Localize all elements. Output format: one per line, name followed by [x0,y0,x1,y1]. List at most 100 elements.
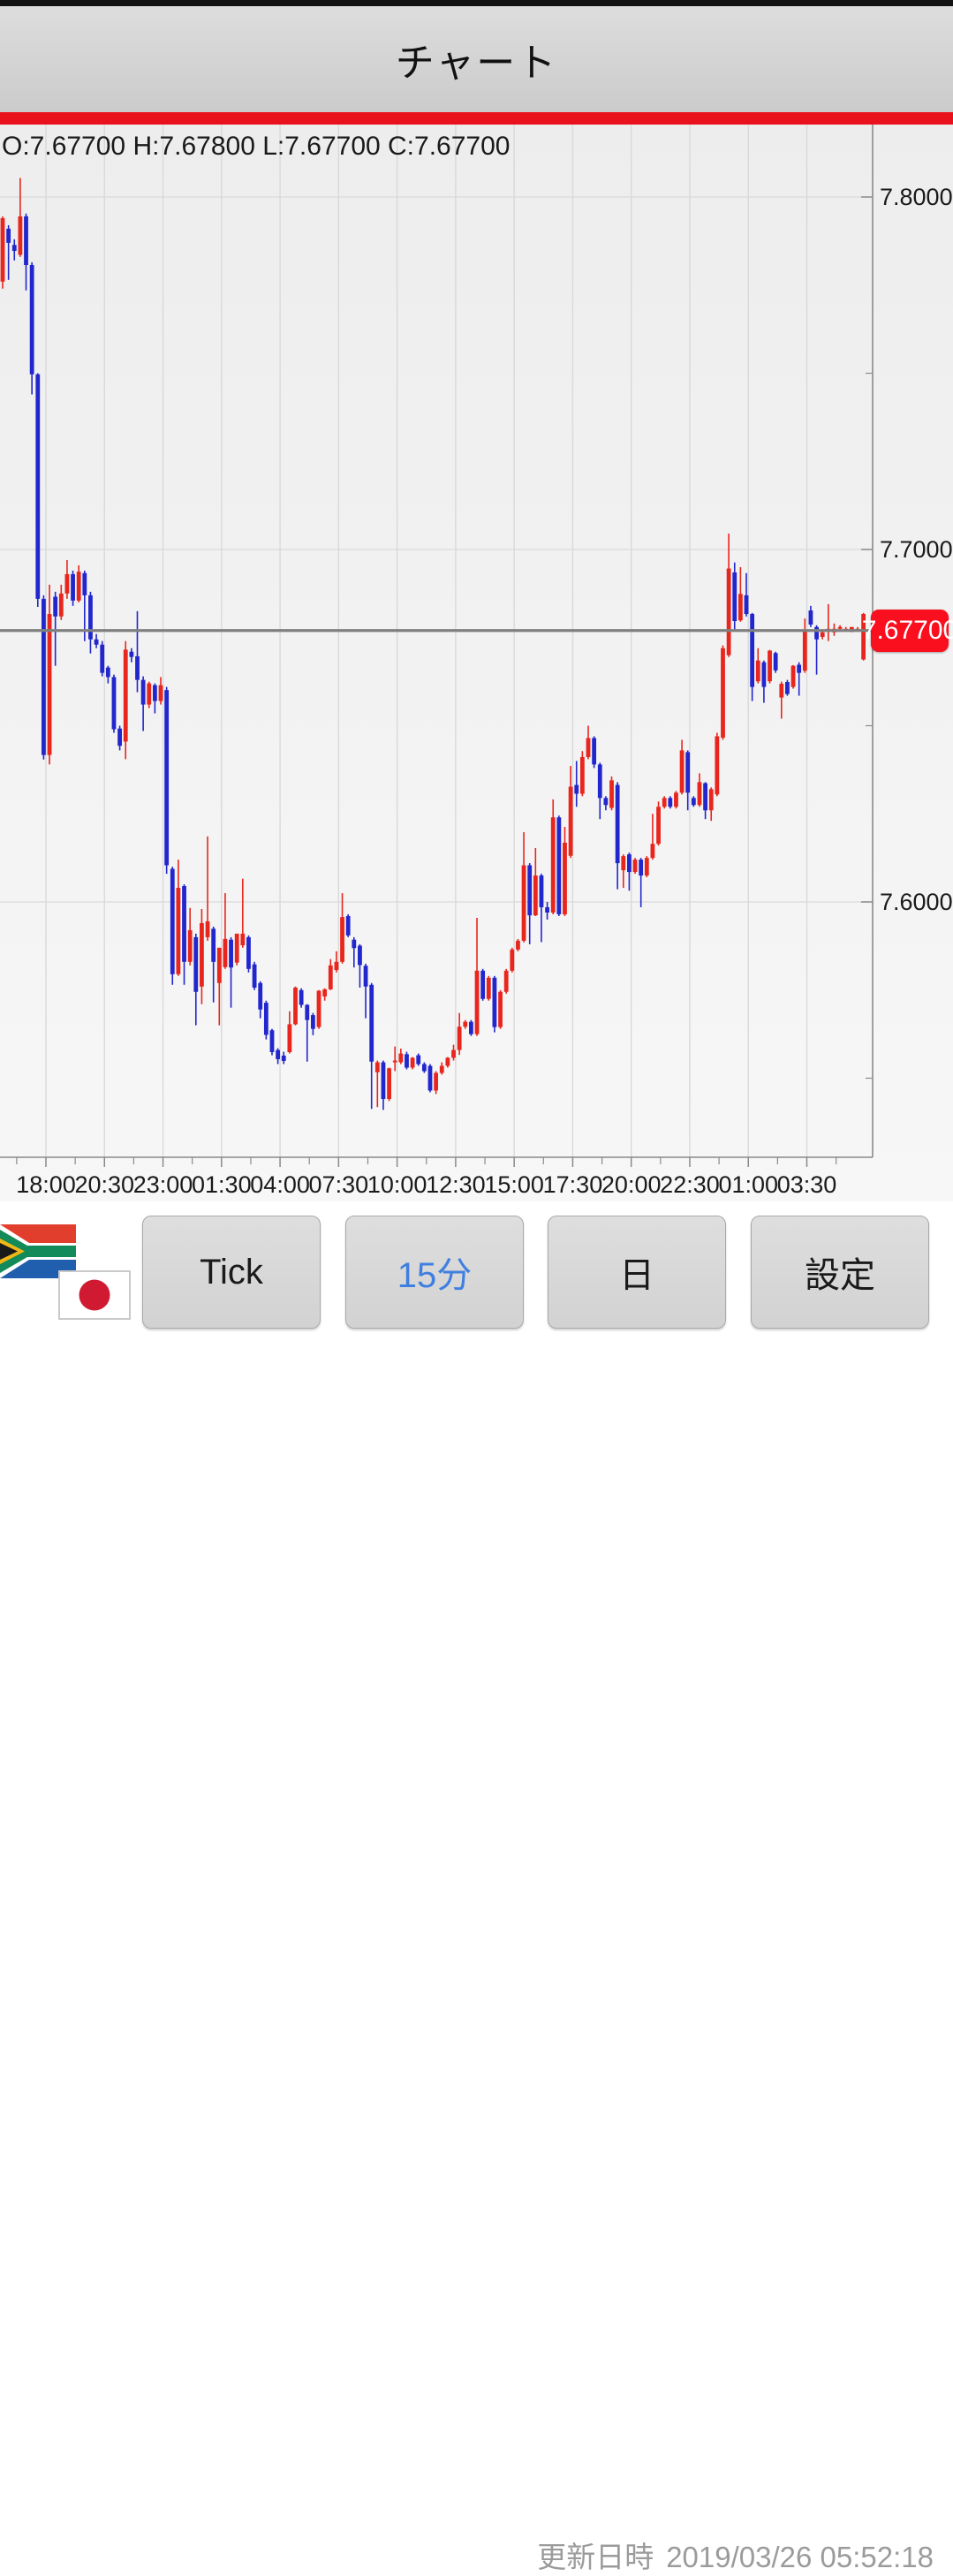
candle-body [656,807,661,845]
last-updated-label: 更新日時 [537,2541,654,2573]
x-axis-label: 22:30 [660,1171,720,1198]
candle-body [439,1065,444,1073]
candlestick-chart[interactable]: 18:00 20:30 23:00 01:30 04:00 07:30 10:00 12:30… [0,125,953,1201]
candle-body [398,1053,404,1063]
candle-body [387,1068,391,1100]
candle-body [820,632,825,637]
currency-pair-indicator[interactable] [0,1217,141,1337]
candle-body [732,572,737,621]
candle-body [123,649,128,742]
candle-body [463,1021,468,1027]
candle-body [568,786,573,856]
candle-body [234,933,239,963]
candle-body [71,573,75,601]
x-axis-label: 01:30 [192,1171,252,1198]
candle-body [381,1062,386,1100]
candle-body [363,966,368,987]
ohlc-readout: O:7.67700 H:7.67800 L:7.67700 C:7.67700 [2,132,511,161]
candle-body [556,817,562,914]
current-price-badge: 7.67700 [862,609,953,652]
candle-body [679,750,684,793]
candle-body [592,738,597,765]
y-axis-label: 7.80000 [880,184,953,210]
x-axis-label: 04:00 [250,1171,310,1198]
candle-body [621,856,626,871]
app-header: チャート [0,6,953,112]
candle-body [808,610,813,625]
candle-body [650,844,655,859]
candle-body [246,936,251,969]
candle-body [345,915,351,936]
candle-body [773,653,778,671]
candle-body [708,789,714,811]
candle-body [340,917,344,962]
header-accent-bar [0,112,953,125]
candle-body [374,1062,380,1072]
candle-body [42,598,46,755]
candle-body [328,965,333,989]
candle-body [211,928,216,962]
candle-body [737,594,743,621]
candle-body [785,682,790,694]
candle-body [240,933,246,946]
axes-layer: 18:0020:3023:0001:3004:0007:3010:0012:30… [0,125,953,1198]
candle-body [229,939,233,968]
candle-body [726,568,731,655]
candle-body [421,1064,427,1072]
timeframe-button-tick[interactable]: Tick [142,1216,321,1329]
candle-body [0,217,5,282]
candle-body [216,947,222,983]
candle-body [140,679,146,705]
candle-body [11,245,17,252]
x-axis-label: 10:00 [367,1171,427,1198]
x-axis-label: 17:30 [543,1171,603,1198]
candle-body [721,648,725,739]
candle-body [269,1030,275,1052]
y-axis-label: 7.70000 [880,536,953,563]
candle-body [427,1065,433,1091]
candle-body [200,922,204,987]
candle-body [492,977,497,1027]
candle-body [105,667,110,678]
candle-body [744,595,749,615]
timeframe-button-15min[interactable]: 15分 [345,1216,524,1329]
candle-body [609,780,614,808]
candle-body [498,991,503,1027]
candle-body [457,1027,462,1050]
x-axis-label: 03:30 [777,1171,837,1198]
candle-body [639,860,644,876]
candle-body [405,1054,409,1068]
candle-body [299,989,304,1005]
candle-body [545,906,549,913]
candle-body [358,945,362,966]
chart-canvas[interactable]: 18:0020:3023:0001:3004:0007:3010:0012:30… [0,125,953,1201]
candle-body [715,736,720,795]
candle-body [474,970,480,1034]
candle-body [691,798,696,806]
x-axis-label: 23:00 [133,1171,193,1198]
candle-body [434,1072,439,1091]
candles-layer [0,178,866,1110]
settings-button[interactable]: 設定 [751,1216,929,1329]
candle-body [837,626,843,629]
candle-body [790,665,796,687]
candle-body [193,936,199,992]
candle-body [82,572,87,595]
candle-body [135,655,140,680]
x-axis-label: 18:00 [16,1171,76,1198]
candle-body [779,684,784,698]
candle-body [521,865,526,941]
candle-body [147,683,152,705]
candle-body [662,798,667,807]
candle-body [574,784,579,794]
candle-body [750,614,755,687]
candle-body [539,875,544,907]
candle-body [258,982,263,1010]
candle-body [281,1055,286,1061]
candle-body [516,940,520,950]
candle-body [451,1049,456,1058]
candle-body [223,938,228,967]
candle-body [129,651,134,657]
candle-body [486,977,491,999]
timeframe-button-day[interactable]: 日 [548,1216,726,1329]
